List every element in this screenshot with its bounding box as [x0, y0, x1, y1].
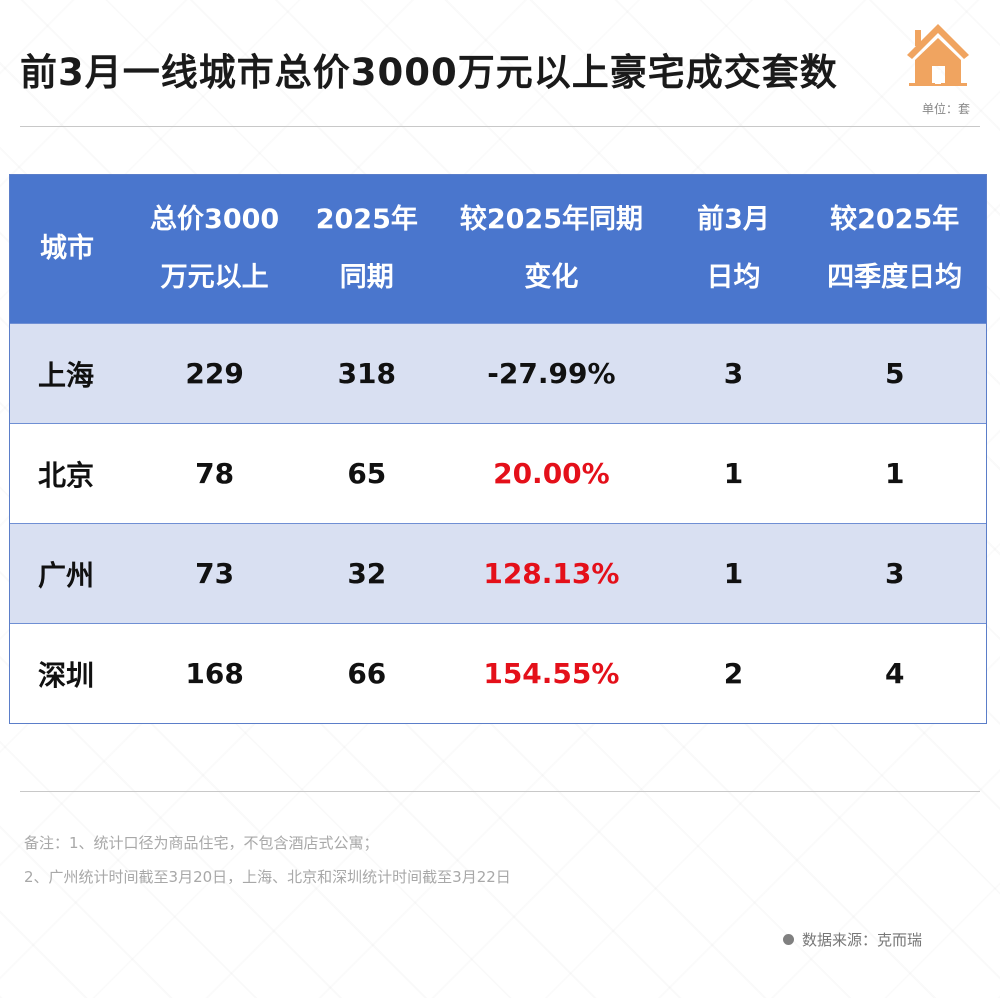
- daily-avg-cell: 1: [723, 457, 744, 490]
- note-line-2: 2、广州统计时间截至3月20日，上海、北京和深圳统计时间截至3月22日: [24, 868, 511, 886]
- q4-daily-avg-cell: 5: [884, 357, 905, 390]
- change-cell: 20.00%: [493, 457, 610, 490]
- last-year-cell: 65: [347, 457, 387, 490]
- column-header-total: 总价3000 万元以上: [150, 204, 280, 293]
- table-header-row: 城市 总价3000 万元以上 2025年 同期 较2025年同期 变化 前3月 …: [10, 175, 986, 323]
- house-icon: [907, 24, 969, 86]
- change-cell: 154.55%: [483, 657, 620, 690]
- header-divider: [20, 126, 980, 127]
- table-row: 上海 229 318 -27.99% 3 5: [10, 323, 986, 423]
- data-source: 数据来源：克而瑞: [782, 929, 922, 950]
- column-header-change: 较2025年同期 变化: [459, 204, 643, 293]
- footer-divider: [20, 791, 980, 792]
- total-cell: 73: [195, 557, 235, 590]
- change-cell: 128.13%: [483, 557, 620, 590]
- city-cell: 广州: [38, 558, 95, 592]
- source-label: 数据来源：克而瑞: [801, 931, 922, 949]
- daily-avg-cell: 2: [723, 657, 744, 690]
- city-cell: 深圳: [38, 658, 95, 692]
- total-cell: 229: [185, 357, 244, 390]
- column-header-city: 城市: [40, 233, 94, 264]
- daily-avg-cell: 3: [723, 357, 744, 390]
- bullet-dot-icon: [782, 934, 794, 945]
- table-row: 深圳 168 66 154.55% 2 4: [10, 623, 986, 723]
- last-year-cell: 318: [337, 357, 397, 390]
- q4-daily-avg-cell: 3: [884, 557, 905, 590]
- data-table: 城市 总价3000 万元以上 2025年 同期 较2025年同期 变化 前3月 …: [9, 174, 987, 724]
- unit-label: 单位：套: [921, 102, 970, 116]
- column-header-daily-avg: 前3月 日均: [697, 204, 770, 293]
- total-cell: 78: [195, 457, 235, 490]
- table-row: 北京 78 65 20.00% 1 1: [10, 423, 986, 523]
- daily-avg-cell: 1: [723, 557, 744, 590]
- column-header-last-year: 2025年 同期: [315, 204, 418, 293]
- column-header-q4-daily-avg: 较2025年 四季度日均: [827, 204, 963, 293]
- total-cell: 168: [185, 657, 244, 690]
- q4-daily-avg-cell: 1: [884, 457, 905, 490]
- last-year-cell: 66: [347, 657, 387, 690]
- q4-daily-avg-cell: 4: [884, 657, 905, 690]
- page-title: 前3月一线城市总价3000万元以上豪宅成交套数: [20, 51, 838, 94]
- change-cell: -27.99%: [487, 357, 616, 390]
- table-row: 广州 73 32 128.13% 1 3: [10, 523, 986, 623]
- city-cell: 上海: [38, 358, 95, 392]
- note-line-1: 备注：1、统计口径为商品住宅，不包含酒店式公寓；: [24, 834, 379, 852]
- last-year-cell: 32: [347, 557, 387, 590]
- city-cell: 北京: [38, 458, 95, 492]
